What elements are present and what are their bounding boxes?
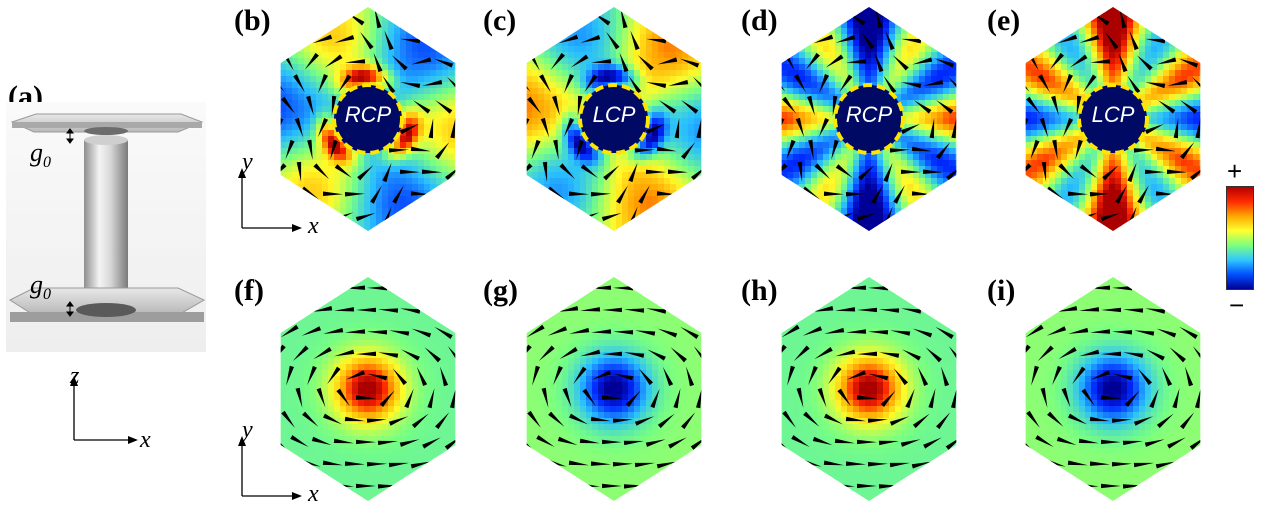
source-circle [833,83,905,155]
field-axis-y-label-top: y [242,149,253,175]
field-map-h [781,277,957,501]
panel-label-g: (g) [483,274,518,307]
source-label-e: LCP [1091,102,1135,127]
field-axes-top [238,168,302,232]
bottom-gap-arrow [66,301,74,317]
top-plate-edge [12,122,202,128]
panel-label-f: (f) [234,274,264,307]
bottom-plate-edge [10,312,204,322]
bottom-gap-disk [76,303,136,317]
field-axis-y-label-bottom: y [242,417,253,443]
pillar-cylinder [84,140,128,310]
top-gap-disk [84,127,128,135]
panel-label-e: (e) [987,4,1021,37]
field-axis-x-label-top: x [308,213,319,239]
top-gap-arrow [66,128,74,144]
source-circle [1077,83,1149,155]
field-map-g [526,277,702,501]
structure-axis-x-label: x [140,427,151,453]
colorbar-minus: − [1229,290,1245,320]
structure-axes [70,376,138,444]
structure-axis-z-label: z [70,363,80,389]
panel-label-d: (d) [741,4,778,37]
top-gap-label: g0 [30,138,51,172]
panel-label-i: (i) [987,274,1016,307]
field-map-f [280,277,456,501]
bottom-gap-label: g0 [30,270,51,304]
colorbar-plus: + [1227,156,1243,186]
source-label-b: RCP [344,102,392,127]
source-circle [332,83,404,155]
field-axis-x-label-bottom: x [308,481,319,507]
field-map-i [1025,277,1201,501]
field-vectors [1025,283,1201,492]
panel-label-h: (h) [741,274,778,307]
pillar-structure-drawing [6,102,206,352]
pillar-top-face [84,135,128,145]
panel-label-b: (b) [234,4,271,37]
panel-label-c: (c) [483,4,517,37]
field-map-b [280,7,456,231]
colorbar [1226,186,1254,290]
source-label-d: RCP [845,102,893,127]
field-map-e [1025,7,1201,231]
source-label-c: LCP [592,102,636,127]
source-circle [578,83,650,155]
field-map-d [781,7,957,231]
field-axes-bottom [238,436,302,500]
field-map-c [526,7,702,231]
